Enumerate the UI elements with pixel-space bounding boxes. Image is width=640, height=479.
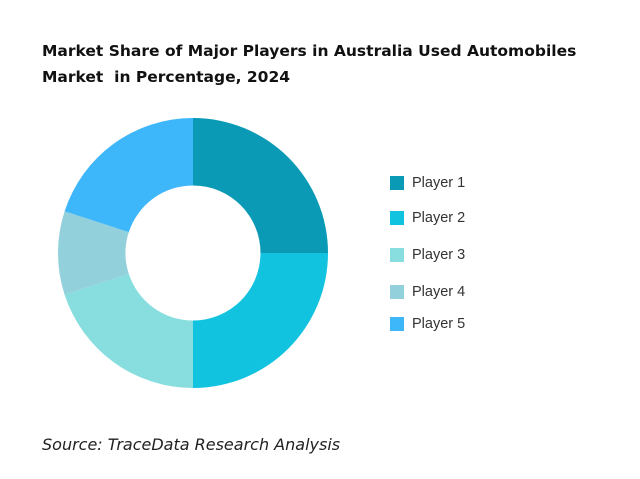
legend-swatch-player-5 — [390, 317, 404, 331]
legend-swatch-player-3 — [390, 248, 404, 262]
legend-label-player-3: Player 3 — [412, 247, 466, 263]
donut-chart — [57, 118, 328, 388]
donut-slice-player-2 — [193, 253, 328, 388]
legend-label-player-4: Player 4 — [412, 284, 466, 300]
legend-swatch-player-4 — [390, 285, 404, 299]
chart-title-line-2: Market in Percentage, 2024 — [42, 68, 291, 86]
donut-slice-player-3 — [64, 273, 194, 388]
chart-title: Market Share of Major Players in Austral… — [42, 38, 622, 90]
donut-slice-player-1 — [193, 118, 328, 253]
donut-slice-player-5 — [64, 118, 194, 233]
chart-title-line-1: Market Share of Major Players in Austral… — [42, 42, 577, 60]
chart-source: Source: TraceData Research Analysis — [42, 435, 341, 454]
legend-swatch-player-1 — [390, 176, 404, 190]
donut-slice-player-4 — [57, 211, 129, 295]
legend-label-player-2: Player 2 — [412, 210, 466, 226]
legend-label-player-5: Player 5 — [412, 316, 466, 332]
legend-swatch-player-2 — [390, 211, 404, 225]
legend-label-player-1: Player 1 — [412, 175, 466, 191]
